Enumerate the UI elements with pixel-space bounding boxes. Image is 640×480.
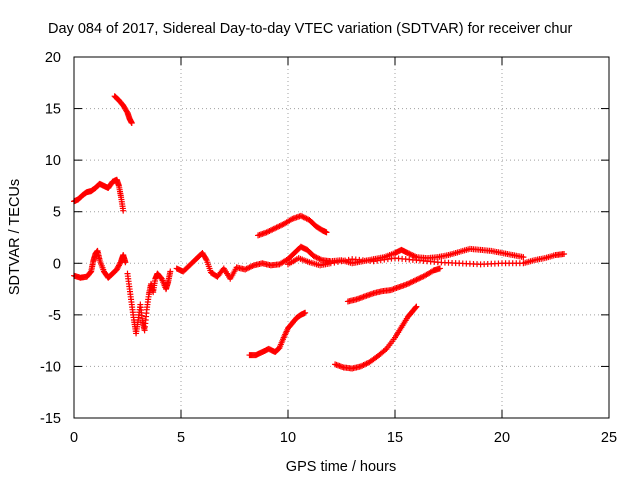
y-axis-label: SDTVAR / TECUs: [7, 179, 23, 295]
data-point: [345, 256, 352, 263]
series-arc-3: [71, 247, 129, 281]
data-point: [436, 265, 443, 272]
series-arc-4: [124, 268, 174, 337]
y-tick-label: 20: [45, 50, 61, 66]
chart-title: Day 084 of 2017, Sidereal Day-to-day VTE…: [48, 21, 573, 37]
data-point: [323, 229, 330, 236]
series-arc-9: [332, 303, 420, 372]
series-arc-10: [344, 265, 443, 305]
series-arc-2: [111, 93, 135, 127]
data-point: [412, 304, 419, 311]
data-point: [331, 259, 338, 266]
data-point: [561, 251, 568, 258]
x-tick-label: 15: [387, 430, 403, 446]
x-axis-ticks: 0 5 10 15 20 25: [70, 57, 617, 446]
y-tick-label: -10: [40, 359, 61, 375]
data-point: [338, 258, 345, 265]
data-point: [520, 254, 527, 261]
y-axis-ticks: -15 -10 -5 0 5 10 15 20: [40, 50, 609, 427]
data-point: [413, 303, 420, 310]
series-arc-6: [285, 251, 568, 269]
series-arc-7: [255, 212, 330, 239]
y-tick-label: -5: [48, 308, 61, 324]
data-point: [128, 120, 135, 127]
y-tick-label: 5: [53, 205, 61, 221]
grid-lines: [74, 57, 609, 418]
data-point: [167, 268, 174, 275]
x-tick-label: 10: [280, 430, 296, 446]
y-tick-label: 0: [53, 256, 61, 272]
x-tick-label: 25: [601, 430, 617, 446]
plot-frame: [73, 56, 610, 419]
x-tick-label: 0: [70, 430, 78, 446]
data-point: [327, 260, 334, 267]
data-point: [122, 259, 129, 266]
x-axis-label: GPS time / hours: [286, 459, 396, 475]
y-tick-label: 15: [45, 102, 61, 118]
x-tick-label: 20: [494, 430, 510, 446]
y-tick-label: 10: [45, 153, 61, 169]
data-point: [120, 207, 127, 214]
y-tick-label: -15: [40, 411, 61, 427]
data-point: [342, 257, 349, 264]
x-tick-label: 5: [177, 430, 185, 446]
series-arc-1: [71, 176, 127, 214]
data-points: [71, 93, 568, 372]
data-point: [334, 258, 341, 265]
data-point: [302, 309, 309, 316]
data-point: [202, 255, 209, 262]
series-arc-8: [246, 309, 309, 359]
